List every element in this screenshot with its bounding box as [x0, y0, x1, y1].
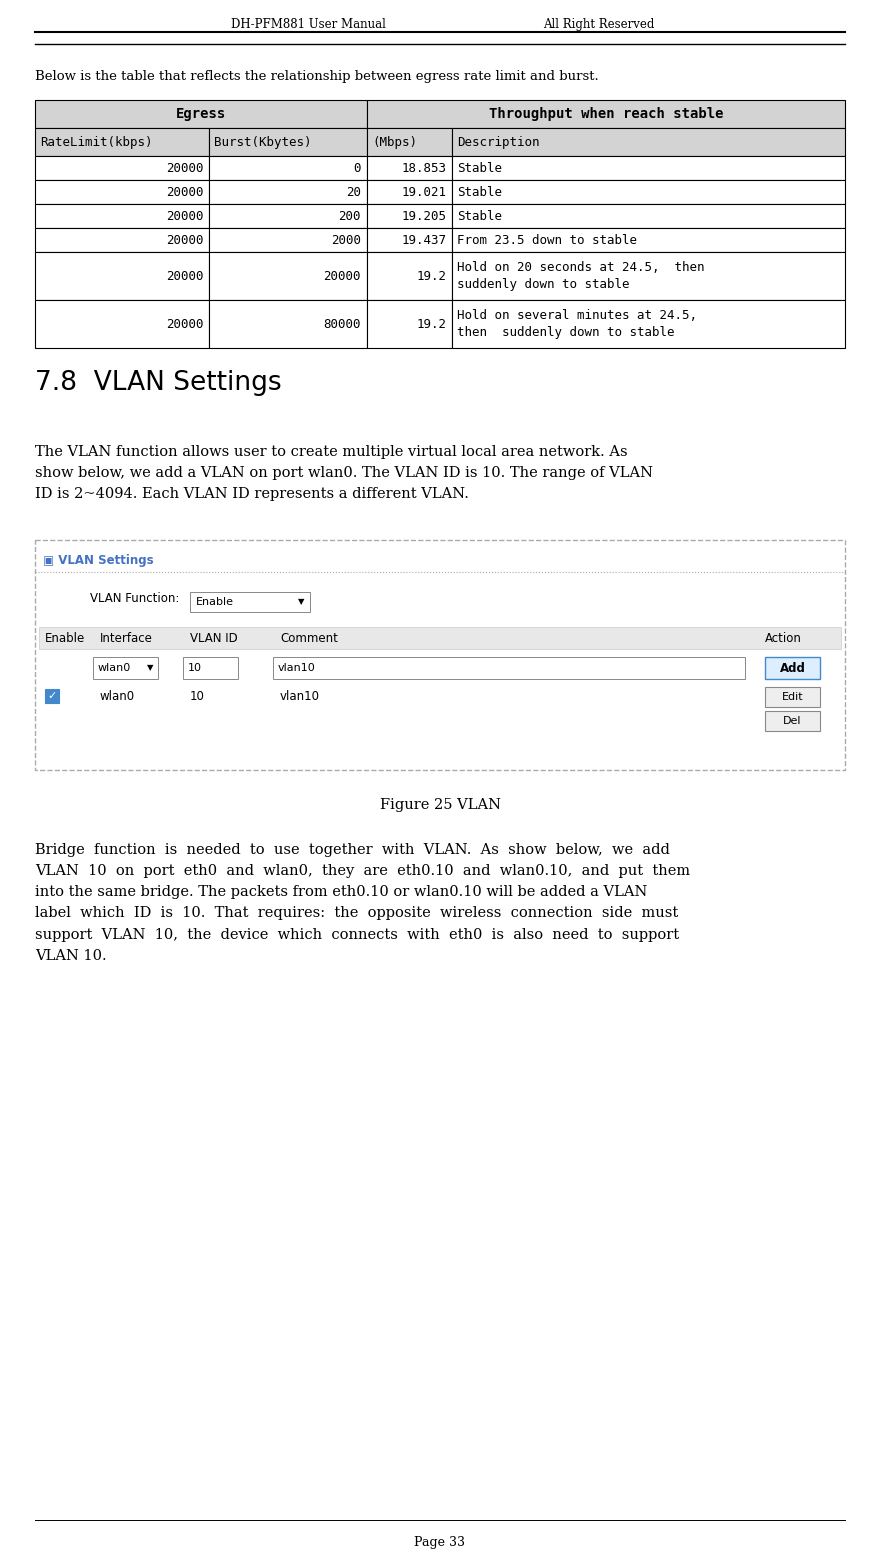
Text: Enable: Enable	[45, 631, 85, 645]
Bar	[452, 227, 845, 252]
Text: All Right Reserved: All Right Reserved	[543, 19, 654, 31]
Bar	[452, 252, 845, 301]
Bar	[367, 156, 452, 181]
Text: 19.437: 19.437	[401, 234, 446, 246]
Text: 2000: 2000	[331, 234, 361, 246]
Text: RateLimit(kbps): RateLimit(kbps)	[40, 136, 152, 148]
Text: Burst(Kbytes): Burst(Kbytes)	[214, 136, 312, 148]
Bar	[35, 204, 209, 227]
Text: 80000: 80000	[324, 318, 361, 330]
Text: Bridge  function  is  needed  to  use  together  with  VLAN.  As  show  below,  : Bridge function is needed to use togethe…	[35, 843, 690, 963]
Text: vlan10: vlan10	[278, 664, 316, 673]
Bar	[367, 181, 452, 204]
Text: 10: 10	[188, 664, 202, 673]
Text: 19.021: 19.021	[401, 185, 446, 198]
Text: 20000: 20000	[165, 162, 203, 174]
Bar	[209, 156, 367, 181]
Text: wlan0: wlan0	[98, 664, 131, 673]
Text: Interface: Interface	[100, 631, 153, 645]
Text: From 23.5 down to stable: From 23.5 down to stable	[457, 234, 637, 246]
Text: wlan0: wlan0	[100, 690, 136, 703]
Text: Page 33: Page 33	[414, 1536, 466, 1549]
Text: Stable: Stable	[457, 162, 502, 174]
Text: Comment: Comment	[280, 631, 338, 645]
Text: ▣ VLAN Settings: ▣ VLAN Settings	[43, 555, 154, 567]
Text: 20000: 20000	[165, 318, 203, 330]
Text: Hold on 20 seconds at 24.5,  then
suddenly down to stable: Hold on 20 seconds at 24.5, then suddenl…	[457, 262, 705, 291]
Text: ▼: ▼	[297, 598, 304, 606]
Bar	[190, 592, 310, 612]
Text: Del: Del	[783, 717, 802, 726]
Bar	[35, 156, 209, 181]
Text: 19.2: 19.2	[416, 270, 446, 282]
Text: DH-PFM881 User Manual: DH-PFM881 User Manual	[231, 19, 385, 31]
Bar	[765, 687, 820, 707]
Text: 18.853: 18.853	[401, 162, 446, 174]
Bar	[367, 252, 452, 301]
Bar	[35, 301, 209, 347]
Text: Stable: Stable	[457, 185, 502, 198]
Text: VLAN ID: VLAN ID	[190, 631, 238, 645]
Bar	[452, 128, 845, 156]
Text: Edit: Edit	[781, 692, 803, 703]
Text: vlan10: vlan10	[280, 690, 320, 703]
Bar	[209, 204, 367, 227]
Text: 19.205: 19.205	[401, 209, 446, 223]
Bar	[367, 301, 452, 347]
Bar	[367, 100, 845, 128]
Text: Hold on several minutes at 24.5,
then  suddenly down to stable: Hold on several minutes at 24.5, then su…	[457, 308, 697, 340]
Text: 20000: 20000	[165, 209, 203, 223]
Text: 20000: 20000	[165, 185, 203, 198]
Text: 200: 200	[339, 209, 361, 223]
Text: Enable: Enable	[196, 597, 234, 608]
Text: 19.2: 19.2	[416, 318, 446, 330]
Bar	[39, 626, 841, 650]
Text: ✓: ✓	[48, 692, 56, 701]
Bar	[765, 710, 820, 731]
Text: 7.8  VLAN Settings: 7.8 VLAN Settings	[35, 369, 282, 396]
Bar	[452, 301, 845, 347]
Bar	[209, 252, 367, 301]
Bar	[209, 301, 367, 347]
Bar	[367, 227, 452, 252]
Bar	[273, 657, 745, 679]
Text: 0: 0	[354, 162, 361, 174]
Text: ▼: ▼	[146, 664, 153, 673]
Bar	[183, 657, 238, 679]
Bar	[452, 156, 845, 181]
Text: 20000: 20000	[324, 270, 361, 282]
Bar	[35, 252, 209, 301]
Bar	[367, 128, 452, 156]
Text: 20000: 20000	[165, 270, 203, 282]
Bar	[209, 128, 367, 156]
Text: Figure 25 VLAN: Figure 25 VLAN	[379, 798, 501, 812]
Bar	[765, 657, 820, 679]
Text: 10: 10	[190, 690, 205, 703]
Bar	[452, 204, 845, 227]
Text: Egress: Egress	[176, 108, 226, 122]
Bar	[35, 128, 209, 156]
Text: Throughput when reach stable: Throughput when reach stable	[488, 108, 723, 122]
Bar	[45, 689, 59, 703]
Bar	[35, 227, 209, 252]
Bar	[367, 204, 452, 227]
Bar	[35, 100, 367, 128]
Text: Below is the table that reflects the relationship between egress rate limit and : Below is the table that reflects the rel…	[35, 70, 598, 83]
Text: Stable: Stable	[457, 209, 502, 223]
Text: VLAN Function:: VLAN Function:	[90, 592, 180, 605]
Text: Add: Add	[780, 662, 805, 675]
Text: (Mbps): (Mbps)	[372, 136, 417, 148]
Bar	[35, 541, 845, 770]
Bar	[209, 181, 367, 204]
Text: 20000: 20000	[165, 234, 203, 246]
Bar	[93, 657, 158, 679]
Bar	[35, 181, 209, 204]
Text: 20: 20	[346, 185, 361, 198]
Text: The VLAN function allows user to create multiple virtual local area network. As
: The VLAN function allows user to create …	[35, 446, 653, 502]
Bar	[452, 181, 845, 204]
Text: Description: Description	[457, 136, 539, 148]
Text: Action: Action	[765, 631, 802, 645]
Bar	[209, 227, 367, 252]
